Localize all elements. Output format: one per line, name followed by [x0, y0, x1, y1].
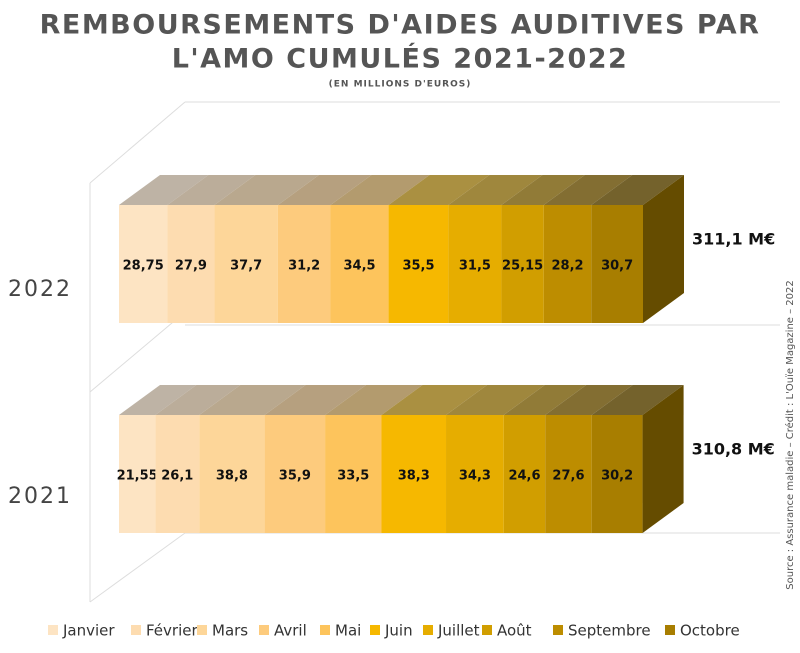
bar-top	[503, 385, 587, 415]
bar	[330, 205, 389, 323]
legend-swatch	[482, 625, 492, 635]
legend-swatch	[320, 625, 330, 635]
legend-label: Juin	[384, 622, 413, 640]
value-label: 34,5	[343, 259, 375, 274]
value-label: 38,3	[398, 469, 430, 484]
bar	[545, 415, 592, 533]
value-label: 25,15	[502, 259, 543, 274]
value-label: 21,55	[117, 469, 158, 484]
bar-side	[643, 175, 684, 323]
legend-label: Mars	[212, 622, 248, 640]
total-label: 311,1 M€	[692, 230, 775, 249]
value-label: 34,3	[459, 469, 491, 484]
bar	[199, 415, 265, 533]
value-label: 31,5	[459, 259, 491, 274]
bar	[591, 415, 643, 533]
legend-swatch	[197, 625, 207, 635]
legend-swatch	[131, 625, 141, 635]
bar-top	[545, 385, 633, 415]
legend-label: Avril	[274, 622, 307, 640]
bar	[119, 205, 168, 323]
value-label: 31,2	[288, 259, 320, 274]
legend-label: Mai	[335, 622, 361, 640]
chart-title: L'AMO CUMULÉS 2021-2022	[172, 43, 629, 75]
bar-side	[642, 385, 684, 533]
bar	[167, 205, 215, 323]
value-label: 35,9	[279, 469, 311, 484]
bar-top	[446, 385, 545, 415]
bar	[446, 415, 504, 533]
chart-subtitle: (EN MILLIONS D'EUROS)	[329, 80, 472, 90]
value-label: 33,5	[337, 469, 369, 484]
bar-top	[155, 385, 241, 415]
bar-top	[119, 385, 197, 415]
chart-title: REMBOURSEMENTS D'AIDES AUDITIVES PAR	[40, 10, 761, 41]
legend-swatch	[665, 625, 675, 635]
bar-top	[119, 175, 209, 205]
legend-swatch	[259, 625, 269, 635]
bar-top	[199, 385, 306, 415]
bar	[388, 205, 449, 323]
value-label: 27,9	[175, 259, 207, 274]
bar-top	[325, 385, 423, 415]
legend-label: Septembre	[568, 622, 651, 640]
legend-label: Janvier	[62, 622, 115, 640]
legend-label: Août	[497, 622, 532, 640]
legend-swatch	[553, 625, 563, 635]
bar-top	[543, 175, 633, 205]
legend-swatch	[423, 625, 433, 635]
source: Source : Assurance maladie – Crédit : L'…	[784, 280, 796, 589]
value-label: 28,2	[552, 259, 584, 274]
bar-top	[277, 175, 372, 205]
bar-top	[591, 175, 684, 205]
bar-top	[214, 175, 319, 205]
legend-label: Octobre	[680, 622, 740, 640]
value-label: 30,7	[601, 259, 633, 274]
bar	[381, 415, 447, 533]
bar	[591, 205, 643, 323]
legend-swatch	[48, 625, 58, 635]
value-label: 35,5	[402, 259, 434, 274]
bar	[277, 205, 331, 323]
value-label: 24,6	[508, 469, 540, 484]
bar	[448, 205, 502, 323]
bar-top	[167, 175, 256, 205]
value-label: 38,8	[216, 469, 248, 484]
value-label: 26,1	[161, 469, 193, 484]
total-label: 310,8 M€	[692, 440, 775, 459]
bar	[119, 415, 156, 533]
value-label: 37,7	[230, 259, 262, 274]
bar-top	[501, 175, 585, 205]
bar	[155, 415, 200, 533]
bar-top	[388, 175, 490, 205]
value-label: 28,75	[123, 259, 164, 274]
bar-top	[448, 175, 543, 205]
bar	[214, 205, 278, 323]
bar-top	[381, 385, 488, 415]
legend-label: Février	[146, 622, 198, 640]
bar	[503, 415, 546, 533]
bar	[501, 205, 544, 323]
value-label: 30,2	[601, 469, 633, 484]
legend-label: Juillet	[437, 622, 480, 640]
bar-top	[591, 385, 684, 415]
y-tick-label: 2021	[8, 484, 72, 509]
bar	[264, 415, 326, 533]
value-label: 27,6	[552, 469, 584, 484]
bar-top	[330, 175, 430, 205]
bar	[543, 205, 592, 323]
bar-top	[264, 385, 367, 415]
legend-swatch	[370, 625, 380, 635]
bar	[325, 415, 382, 533]
y-tick-label: 2022	[8, 277, 72, 302]
